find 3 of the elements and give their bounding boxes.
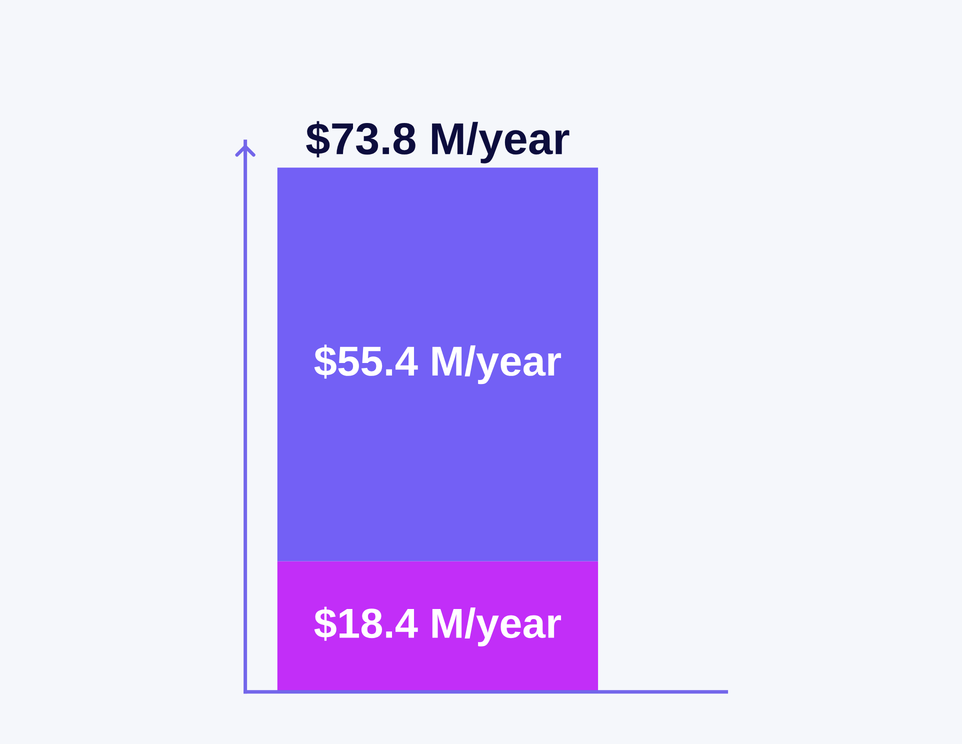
total-label: $73.8 M/year — [306, 121, 570, 164]
data-label: $18.4 M/year — [314, 606, 562, 646]
data-label: $55.4 M/year — [314, 344, 562, 384]
